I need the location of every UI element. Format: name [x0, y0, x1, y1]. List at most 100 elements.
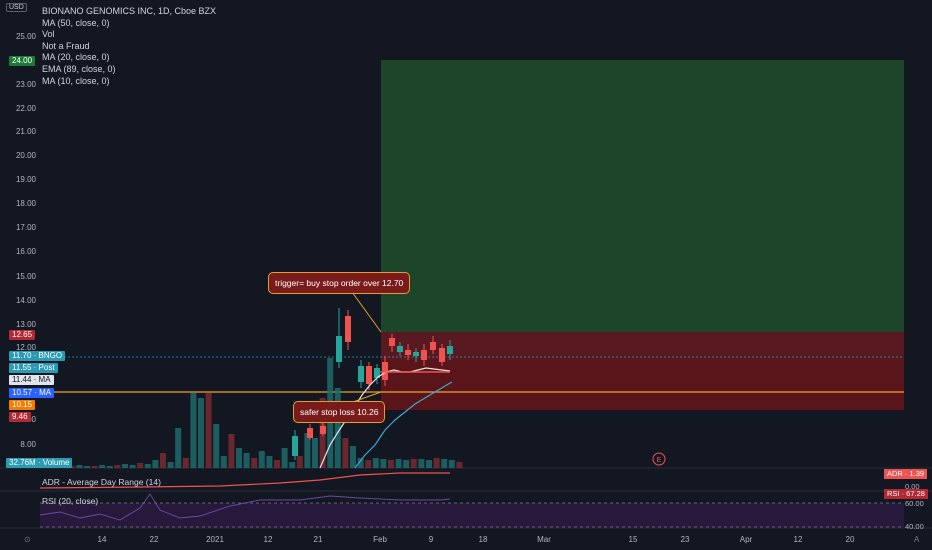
trigger-pointer: [351, 291, 382, 333]
legend-ema89[interactable]: EMA (89, close, 0): [42, 63, 116, 74]
volume-bar: [243, 453, 250, 468]
candle-body: [413, 352, 419, 356]
timezone-icon[interactable]: ⊙: [24, 535, 31, 544]
price-tick: 19.00: [15, 175, 36, 184]
trigger-callout-text: trigger= buy stop order over 12.70: [275, 278, 404, 288]
volume-bar: [448, 460, 455, 468]
post-market-tag: 11.55 · Post: [9, 363, 58, 373]
volume-bar: [289, 462, 296, 468]
price-tick: 18.00: [15, 199, 36, 208]
price-tick: 25.00: [15, 32, 36, 41]
adr-title[interactable]: ADR - Average Day Range (14): [42, 477, 161, 487]
rsi-band: [40, 503, 904, 528]
volume-bar: [365, 460, 372, 468]
volume-bar: [395, 459, 402, 468]
price-tick: 23.00: [15, 80, 36, 89]
volume-bar: [357, 458, 364, 468]
volume-bar: [84, 466, 90, 468]
legend-symbol[interactable]: BIONANO GENOMICS INC, 1D, Cboe BZX: [42, 6, 217, 16]
volume-bar: [426, 460, 432, 468]
adr-line: [39, 472, 450, 489]
candle-body: [292, 436, 298, 456]
adr-value-tag: ADR · 1.39: [884, 469, 928, 479]
price-tick: 8.00: [20, 440, 36, 449]
volume-bar: [418, 459, 425, 468]
volume-bar: [403, 460, 410, 468]
volume-bar: [441, 459, 448, 468]
ma-tag: 10.57 · MA: [9, 388, 55, 398]
time-tick: 22: [149, 535, 159, 544]
candle-body: [307, 428, 313, 438]
price-tick: 16.00: [15, 247, 36, 256]
price-tick: 15.00: [15, 272, 36, 281]
price-tick: 22.00: [15, 104, 36, 113]
candle-body: [382, 362, 388, 380]
adr-tick: 0.00: [905, 482, 920, 491]
volume-bar: [106, 466, 113, 468]
volume-bar: [236, 448, 242, 468]
candle-body: [389, 338, 395, 346]
time-tick: 2021: [206, 535, 224, 544]
volume-bar: [220, 456, 227, 468]
volume-bar: [380, 459, 387, 468]
legend: BIONANO GENOMICS INC, 1D, Cboe BZX MA (5…: [42, 6, 216, 87]
target-zone[interactable]: [381, 60, 904, 332]
volume-bar: [350, 446, 356, 468]
volume-bar: [129, 465, 136, 468]
volume-bar: [304, 433, 311, 468]
rsi-value-tag: RSI · 67.28: [884, 489, 928, 499]
time-tick: 18: [478, 535, 488, 544]
legend-vol[interactable]: Vol: [42, 29, 55, 40]
earnings-marker[interactable]: [652, 452, 666, 466]
candle-body: [374, 368, 380, 378]
volume-bar: [205, 393, 212, 468]
legend-ma10[interactable]: MA (10, close, 0): [42, 75, 110, 86]
stop-loss-callout[interactable]: safer stop loss 10.26: [293, 401, 386, 423]
price-axis[interactable]: 25.00 23.00 22.00 21.00 20.00 19.00 18.0…: [0, 0, 73, 550]
time-tick: 20: [845, 535, 855, 544]
volume-bar: [433, 458, 440, 468]
candle-body: [397, 346, 403, 352]
rsi-title[interactable]: RSI (20, close): [42, 496, 99, 506]
time-tick: Mar: [537, 535, 551, 544]
price-tag-1265: 12.65: [9, 330, 36, 340]
volume-bar: [228, 434, 235, 468]
time-tick: Feb: [373, 535, 387, 544]
time-tick: 23: [680, 535, 690, 544]
legend-ma50[interactable]: MA (50, close, 0): [42, 17, 110, 28]
candle-body: [439, 348, 445, 362]
time-tick: 9: [428, 535, 434, 544]
time-tick: 15: [628, 535, 638, 544]
volume-bar: [296, 456, 303, 468]
volume-bar: [137, 463, 144, 468]
time-tick: 14: [97, 535, 107, 544]
candle-body: [345, 316, 351, 342]
volume-bar: [198, 398, 204, 468]
legend-not-a-fraud[interactable]: Not a Fraud: [42, 40, 90, 51]
volume-bar: [91, 466, 98, 468]
time-tick: 12: [793, 535, 803, 544]
volume-bar: [266, 456, 273, 468]
candle-body: [320, 426, 326, 434]
candle-body: [366, 366, 372, 384]
volume-bar: [167, 462, 174, 468]
trigger-callout[interactable]: trigger= buy stop order over 12.70: [268, 272, 411, 294]
auto-scale-button[interactable]: A: [914, 535, 920, 544]
volume-bar: [258, 451, 265, 468]
price-tick: 13.00: [15, 320, 36, 329]
volume-bar: [114, 465, 121, 468]
volume-bar: [334, 388, 341, 468]
legend-ma20[interactable]: MA (20, close, 0): [42, 52, 110, 63]
currency-badge[interactable]: USD: [6, 3, 27, 12]
volume-bar: [99, 465, 106, 468]
ma-tag: 11.44 · MA: [9, 375, 54, 385]
price-tick: 21.00: [15, 127, 36, 136]
candle-body: [447, 346, 453, 354]
volume-bar: [342, 438, 349, 468]
rsi-tick: 40.00: [905, 522, 924, 531]
volume-bar: [160, 453, 166, 468]
candle-body: [336, 336, 342, 362]
volume-bar: [175, 428, 182, 468]
